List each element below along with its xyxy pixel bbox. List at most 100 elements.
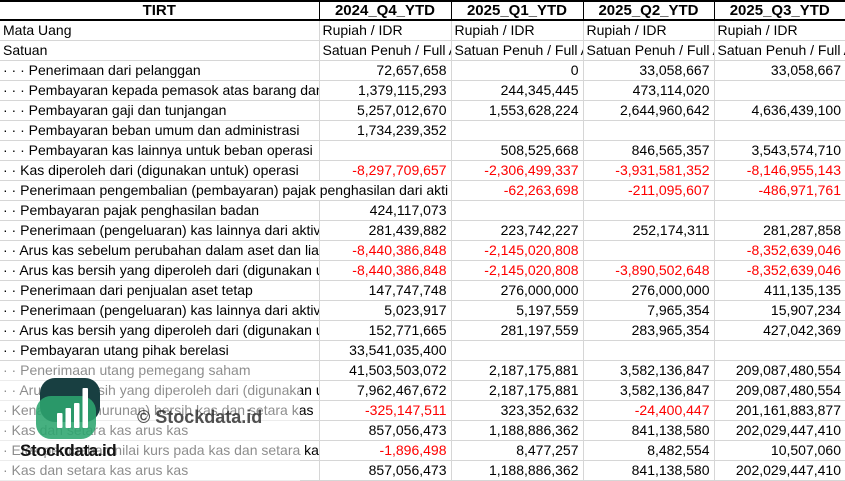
row-label[interactable]: · · · Pembayaran gaji dan tunjangan: [0, 100, 320, 121]
cell-value[interactable]: 209,087,480,554: [714, 360, 845, 381]
cell-value[interactable]: [714, 80, 845, 101]
cell-value[interactable]: 276,000,000: [583, 280, 715, 301]
cell-value[interactable]: 5,023,917: [319, 300, 452, 321]
cell-value[interactable]: 281,197,559: [451, 320, 584, 341]
cell-value[interactable]: Rupiah / IDR: [583, 20, 715, 41]
row-label[interactable]: · · Pembayaran pajak penghasilan badan: [0, 200, 320, 221]
cell-value[interactable]: 8,482,554: [583, 440, 715, 461]
cell-value[interactable]: -62,263,698: [451, 180, 584, 201]
cell-value[interactable]: -2,145,020,808: [451, 240, 584, 261]
cell-value[interactable]: Satuan Penuh / Full A: [583, 40, 715, 61]
cell-value[interactable]: 857,056,473: [319, 420, 452, 441]
cell-value[interactable]: 427,042,369: [714, 320, 845, 341]
cell-value[interactable]: [319, 180, 452, 201]
cell-value[interactable]: [583, 120, 715, 141]
cell-value[interactable]: [714, 340, 845, 361]
cell-value[interactable]: [583, 340, 715, 361]
cell-value[interactable]: [451, 120, 584, 141]
cell-value[interactable]: 7,962,467,672: [319, 380, 452, 401]
cell-value[interactable]: 72,657,658: [319, 60, 452, 81]
cell-value[interactable]: 2,187,175,881: [451, 360, 584, 381]
row-label[interactable]: · · Kas diperoleh dari (digunakan untuk)…: [0, 160, 320, 181]
cell-value[interactable]: 323,352,632: [451, 400, 584, 421]
cell-value[interactable]: 3,543,574,710: [714, 140, 845, 161]
cell-value[interactable]: -24,400,447: [583, 400, 715, 421]
row-label[interactable]: · · Arus kas sebelum perubahan dalam ase…: [0, 240, 320, 261]
row-label[interactable]: · · · Pembayaran kas lainnya untuk beban…: [0, 140, 320, 161]
cell-value[interactable]: 1,734,239,352: [319, 120, 452, 141]
cell-value[interactable]: -3,890,502,648: [583, 260, 715, 281]
cell-value[interactable]: Satuan Penuh / Full A: [319, 40, 452, 61]
cell-value[interactable]: -8,352,639,046: [714, 260, 845, 281]
cell-value[interactable]: 10,507,060: [714, 440, 845, 461]
cell-value[interactable]: -8,146,955,143: [714, 160, 845, 181]
row-label[interactable]: · · Arus kas bersih yang diperoleh dari …: [0, 320, 320, 341]
cell-value[interactable]: -2,306,499,337: [451, 160, 584, 181]
cell-value[interactable]: 1,188,886,362: [451, 420, 584, 441]
cell-value[interactable]: Satuan Penuh / Full A: [714, 40, 845, 61]
row-label[interactable]: · · Pembayaran utang pihak berelasi: [0, 340, 320, 361]
row-label[interactable]: · · Penerimaan pengembalian (pembayaran)…: [0, 180, 448, 201]
cell-value[interactable]: 0: [451, 60, 584, 81]
corner-header-ticker[interactable]: TIRT: [0, 0, 320, 21]
cell-value[interactable]: 147,747,748: [319, 280, 452, 301]
cell-value[interactable]: 202,029,447,410: [714, 420, 845, 441]
cell-value[interactable]: 2,187,175,881: [451, 380, 584, 401]
cell-value[interactable]: 281,439,882: [319, 220, 452, 241]
cell-value[interactable]: [583, 240, 715, 261]
cell-value[interactable]: 841,138,580: [583, 420, 715, 441]
cell-value[interactable]: -8,297,709,657: [319, 160, 452, 181]
row-label[interactable]: · · · Pembayaran beban umum dan administ…: [0, 120, 320, 141]
cell-value[interactable]: [583, 200, 715, 221]
cell-value[interactable]: 411,135,135: [714, 280, 845, 301]
column-header[interactable]: 2025_Q1_YTD: [451, 0, 584, 21]
row-label[interactable]: · · · Penerimaan dari pelanggan: [0, 60, 320, 81]
cell-value[interactable]: 5,197,559: [451, 300, 584, 321]
column-header[interactable]: 2025_Q2_YTD: [583, 0, 715, 21]
cell-value[interactable]: 33,541,035,400: [319, 340, 452, 361]
cell-value[interactable]: 2,644,960,642: [583, 100, 715, 121]
cell-value[interactable]: 202,029,447,410: [714, 460, 845, 481]
cell-value[interactable]: 223,742,227: [451, 220, 584, 241]
column-header[interactable]: 2025_Q3_YTD: [714, 0, 845, 21]
cell-value[interactable]: 1,188,886,362: [451, 460, 584, 481]
cell-value[interactable]: 3,582,136,847: [583, 380, 715, 401]
cell-value[interactable]: 857,056,473: [319, 460, 452, 481]
cell-value[interactable]: 33,058,667: [583, 60, 715, 81]
cell-value[interactable]: [319, 140, 452, 161]
cell-value[interactable]: 252,174,311: [583, 220, 715, 241]
cell-value[interactable]: -8,352,639,046: [714, 240, 845, 261]
cell-value[interactable]: 7,965,354: [583, 300, 715, 321]
cell-value[interactable]: 841,138,580: [583, 460, 715, 481]
row-label[interactable]: · · Penerimaan dari penjualan aset tetap: [0, 280, 320, 301]
cell-value[interactable]: -211,095,607: [583, 180, 715, 201]
row-label[interactable]: Mata Uang: [0, 20, 320, 41]
cell-value[interactable]: -8,440,386,848: [319, 260, 452, 281]
cell-value[interactable]: 276,000,000: [451, 280, 584, 301]
row-label[interactable]: · · · Pembayaran kepada pemasok atas bar…: [0, 80, 320, 101]
cell-value[interactable]: -3,931,581,352: [583, 160, 715, 181]
cell-value[interactable]: 41,503,503,072: [319, 360, 452, 381]
cell-value[interactable]: 846,565,357: [583, 140, 715, 161]
cell-value[interactable]: Rupiah / IDR: [451, 20, 584, 41]
cell-value[interactable]: 8,477,257: [451, 440, 584, 461]
cell-value[interactable]: 283,965,354: [583, 320, 715, 341]
cell-value[interactable]: 209,087,480,554: [714, 380, 845, 401]
cell-value[interactable]: Satuan Penuh / Full A: [451, 40, 584, 61]
row-label[interactable]: · · Penerimaan (pengeluaran) kas lainnya…: [0, 220, 320, 241]
cell-value[interactable]: 244,345,445: [451, 80, 584, 101]
cell-value[interactable]: Rupiah / IDR: [319, 20, 452, 41]
cell-value[interactable]: -486,971,761: [714, 180, 845, 201]
cell-value[interactable]: [714, 120, 845, 141]
cell-value[interactable]: 1,379,115,293: [319, 80, 452, 101]
cell-value[interactable]: 201,161,883,877: [714, 400, 845, 421]
cell-value[interactable]: [451, 340, 584, 361]
cell-value[interactable]: 281,287,858: [714, 220, 845, 241]
cell-value[interactable]: 5,257,012,670: [319, 100, 452, 121]
cell-value[interactable]: 152,771,665: [319, 320, 452, 341]
cell-value[interactable]: 1,553,628,224: [451, 100, 584, 121]
cell-value[interactable]: -1,896,498: [319, 440, 452, 461]
cell-value[interactable]: 4,636,439,100: [714, 100, 845, 121]
cell-value[interactable]: [451, 200, 584, 221]
cell-value[interactable]: 3,582,136,847: [583, 360, 715, 381]
